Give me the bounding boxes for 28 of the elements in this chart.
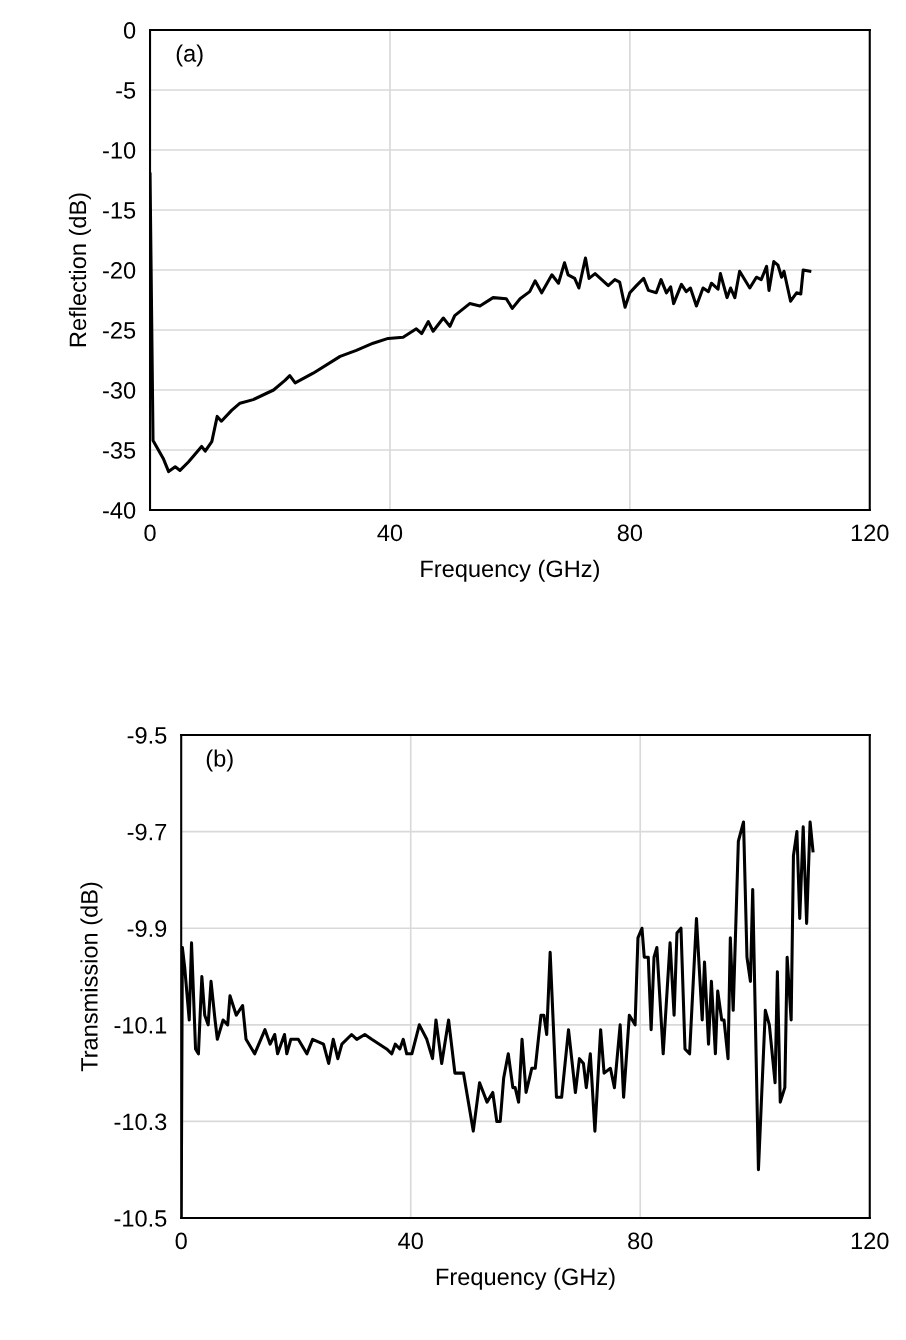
annotation: (b)	[206, 749, 233, 772]
y-tick-label: -15	[103, 202, 136, 219]
x-tick-label: 40	[377, 524, 403, 542]
y-tick-label: -5	[116, 82, 136, 99]
x-tick-label: 80	[617, 524, 643, 542]
y-tick-label: -9.9	[127, 920, 167, 938]
y-tick-label: -35	[103, 442, 136, 459]
y-tick-label: -9.5	[127, 727, 167, 744]
y-tick-label: -30	[103, 382, 136, 399]
x-tick-label: 0	[175, 1232, 187, 1250]
x-tick-label: 120	[851, 1232, 889, 1250]
x-axis-title: Frequency (GHz)	[436, 1267, 615, 1290]
y-tick-label: -40	[103, 502, 136, 519]
y-tick-label: -10.1	[114, 1016, 167, 1034]
annotation: (a)	[176, 44, 203, 67]
y-tick-label: 0	[123, 22, 136, 39]
x-tick-label: 80	[628, 1232, 653, 1250]
y-tick-label: -10	[103, 142, 136, 159]
x-tick-label: 120	[851, 524, 889, 542]
y-tick-label: -20	[103, 262, 136, 279]
y-tick-label: -9.7	[127, 823, 167, 841]
x-axis-title: Frequency (GHz)	[421, 559, 599, 582]
y-tick-label: -25	[103, 322, 136, 339]
x-tick-label: 40	[398, 1232, 423, 1250]
y-axis-title: Transmission (dB)	[80, 882, 103, 1072]
y-tick-label: -10.3	[114, 1113, 167, 1131]
y-tick-label: -10.5	[114, 1210, 167, 1227]
y-axis-title: Reflection (dB)	[68, 193, 91, 347]
